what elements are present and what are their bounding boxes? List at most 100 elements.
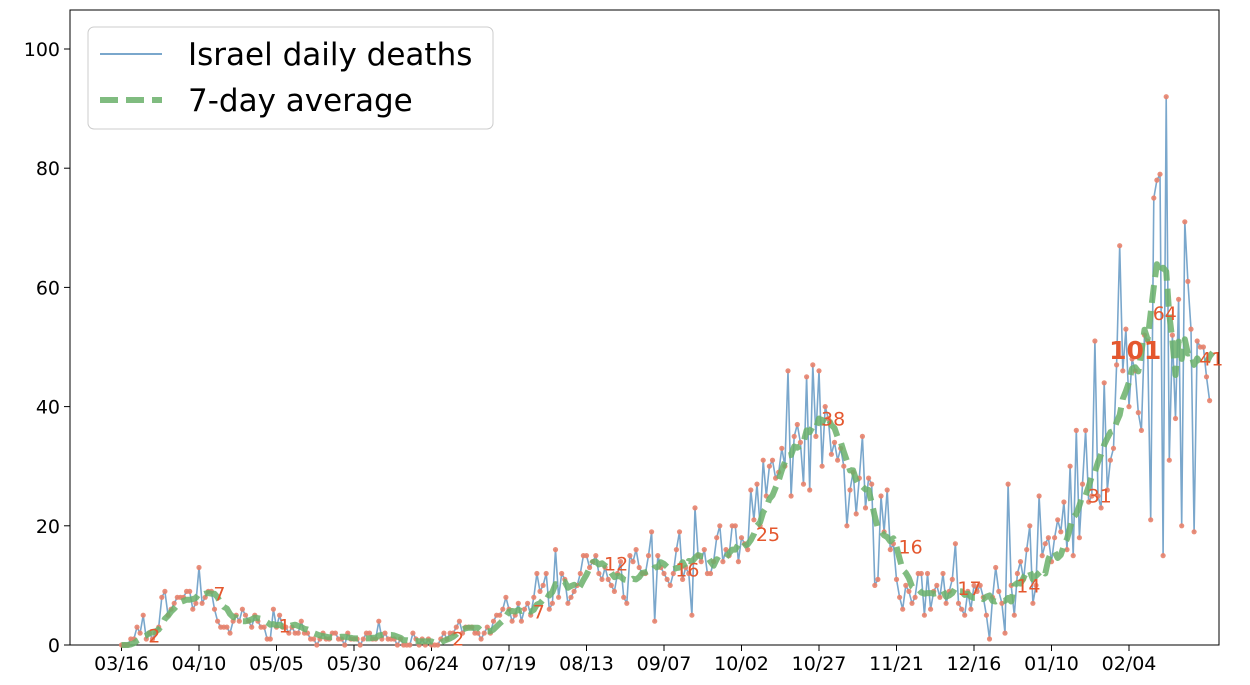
data-point [1033, 582, 1039, 589]
data-point [810, 362, 816, 368]
data-label: 41 [1199, 348, 1223, 370]
data-point [453, 624, 459, 630]
data-label: 31 [1088, 485, 1112, 507]
x-tick-label: 03/16 [94, 653, 149, 675]
data-point [518, 618, 525, 624]
x-tick-label: 10/27 [792, 653, 847, 675]
data-point [224, 624, 230, 630]
data-point [1058, 529, 1064, 535]
data-point [1005, 481, 1011, 487]
data-point [270, 606, 276, 612]
y-tick-label: 60 [36, 277, 60, 299]
data-point [701, 547, 707, 553]
y-tick-label: 80 [36, 158, 60, 180]
data-point [738, 535, 745, 541]
data-point [751, 517, 757, 523]
x-tick-label: 06/24 [404, 653, 459, 675]
data-point [673, 547, 680, 553]
data-point [552, 547, 559, 553]
data-point [357, 642, 363, 648]
data-point [1017, 559, 1024, 565]
data-point [332, 630, 338, 636]
data-point [720, 559, 726, 565]
data-point [959, 606, 965, 612]
data-point [1036, 493, 1042, 499]
data-point [645, 553, 652, 559]
data-point [689, 612, 695, 618]
data-point [1030, 600, 1036, 606]
data-point [1107, 457, 1113, 463]
data-point [652, 618, 658, 624]
data-point [1129, 356, 1135, 362]
data-point [717, 523, 723, 529]
data-label: 7 [213, 584, 225, 606]
data-point [1039, 553, 1045, 559]
data-label: 7 [533, 602, 545, 624]
data-point [1207, 398, 1213, 404]
data-point [940, 570, 946, 577]
data-point [459, 630, 466, 636]
data-point [1101, 380, 1107, 386]
data-point [549, 600, 556, 606]
x-tick-label: 08/13 [559, 653, 614, 675]
legend-label-daily-deaths: Israel daily deaths [188, 37, 472, 73]
data-point [676, 529, 683, 535]
data-point [1123, 326, 1129, 332]
data-point [298, 618, 304, 624]
data-point [215, 618, 221, 624]
data-point [862, 505, 869, 511]
data-point [1055, 517, 1061, 523]
data-point [295, 630, 301, 636]
data-point [543, 570, 549, 577]
data-point [134, 624, 140, 630]
data-point [1148, 517, 1154, 523]
data-point [847, 487, 853, 493]
x-tick-label: 02/04 [1102, 653, 1157, 675]
data-point [670, 570, 676, 577]
data-point [1203, 374, 1210, 380]
data-point [1076, 535, 1082, 541]
data-point [769, 457, 776, 463]
data-point [435, 642, 441, 648]
data-point [342, 642, 348, 648]
data-point [1151, 195, 1157, 201]
data-point [407, 642, 413, 648]
data-point [261, 624, 267, 630]
data-point [785, 368, 791, 374]
data-point [1166, 457, 1172, 463]
data-point [1120, 368, 1126, 374]
data-point [1083, 427, 1089, 433]
data-point [897, 594, 903, 600]
data-point [1126, 404, 1132, 410]
data-point [735, 559, 742, 565]
data-point [779, 445, 785, 451]
data-point [900, 606, 906, 612]
data-point [199, 600, 205, 606]
data-point [593, 553, 599, 559]
data-label: 2 [148, 625, 160, 647]
data-point [828, 451, 835, 457]
data-point [1042, 541, 1048, 547]
x-tick-label: 12/16 [947, 653, 1002, 675]
data-point [537, 588, 543, 595]
data-point [680, 576, 686, 583]
data-point [813, 433, 819, 439]
data-label: 2 [452, 628, 464, 650]
data-point [490, 618, 497, 624]
y-axis: 0 20 40 60 80 100 [24, 39, 70, 657]
data-point [190, 606, 196, 612]
data-point [565, 600, 571, 606]
data-point [1160, 553, 1166, 559]
data-point [841, 463, 847, 469]
data-point [481, 630, 487, 636]
data-point [140, 612, 146, 618]
data-point [968, 606, 974, 612]
data-point [314, 642, 320, 648]
data-point [661, 570, 667, 577]
data-point [835, 457, 841, 463]
data-point [745, 547, 751, 553]
data-point [928, 606, 934, 612]
data-point [1014, 570, 1021, 577]
data-point [983, 612, 990, 618]
